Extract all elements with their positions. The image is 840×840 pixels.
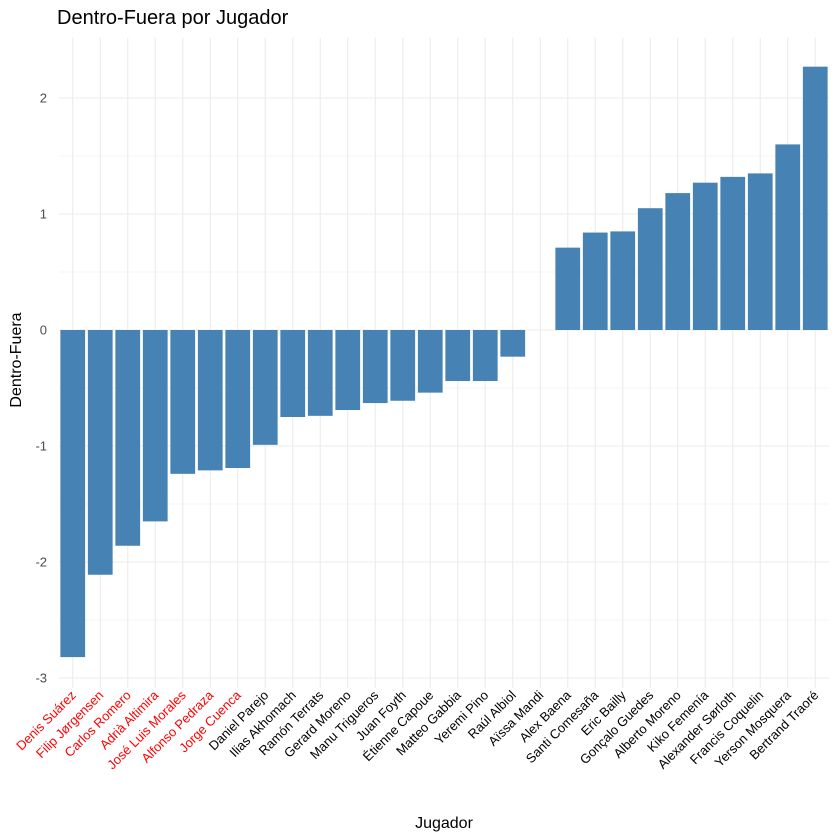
bar [170,330,196,474]
y-tick-label: 0 [40,323,47,338]
bar [197,330,223,471]
y-tick-label: -1 [35,439,47,454]
x-axis-title: Jugador [415,815,473,832]
bar [445,330,471,382]
bar [307,330,333,416]
bar [335,330,361,411]
bar [610,231,636,330]
bar [252,330,278,445]
y-axis-title: Dentro-Fuera [8,312,25,407]
bar [417,330,443,393]
chart-title: Dentro-Fuera por Jugador [57,7,289,29]
bar [390,330,416,401]
y-tick-labels: -3 -2 -1 0 1 2 [35,91,47,686]
bar [582,232,608,330]
bar [115,330,141,546]
bar [472,330,498,382]
bar [87,330,113,575]
bar [747,173,773,330]
bar [665,193,691,330]
y-tick-label: 2 [40,91,47,106]
bar [802,66,828,331]
bar [637,208,663,330]
bar [280,330,306,417]
bar [692,182,718,330]
bar [60,330,86,658]
bar [720,176,746,330]
bar [142,330,168,522]
bar [362,330,388,404]
bar [500,330,526,357]
y-tick-label: 1 [40,207,47,222]
y-tick-label: -2 [35,555,47,570]
y-tick-label: -3 [35,671,47,686]
bar [225,330,251,469]
bar [555,247,581,330]
bar [775,144,801,330]
bars [60,66,828,658]
